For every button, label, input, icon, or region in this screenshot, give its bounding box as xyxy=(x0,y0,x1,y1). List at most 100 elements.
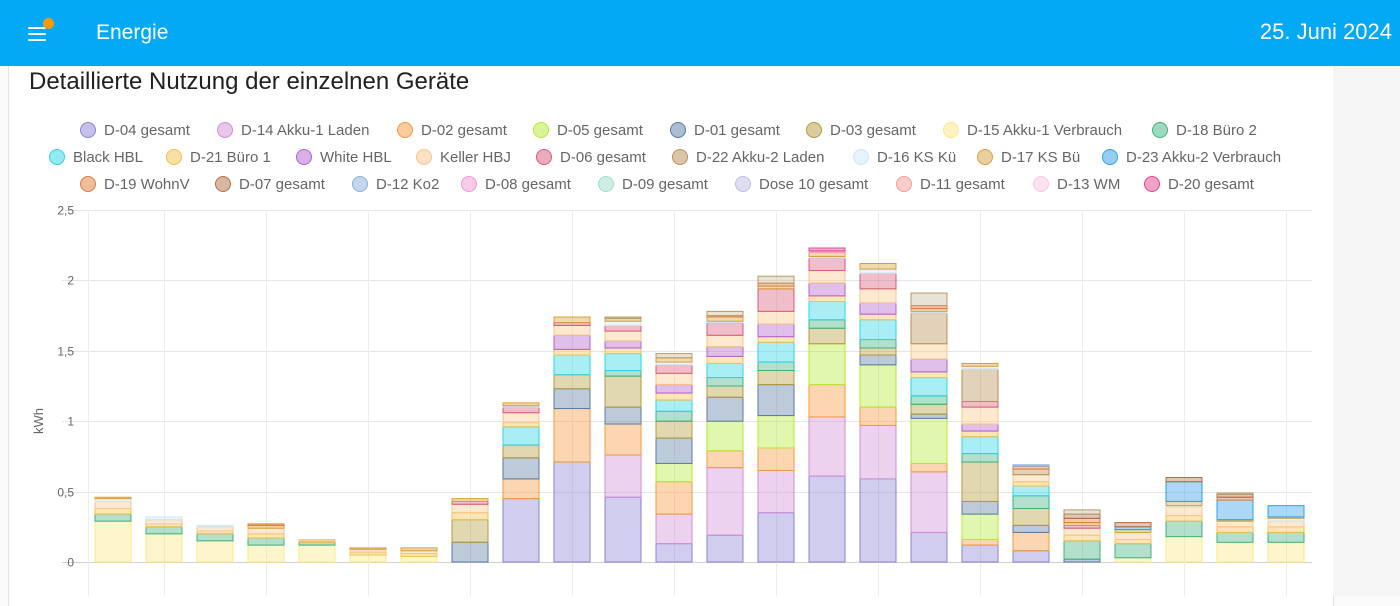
legend-swatch-icon xyxy=(80,176,96,192)
bar-segment xyxy=(553,388,591,410)
bar-segment xyxy=(1012,524,1050,533)
legend-swatch-icon xyxy=(896,176,912,192)
bar-segment xyxy=(757,341,795,363)
bar-segment xyxy=(553,374,591,390)
chart-grid xyxy=(62,210,1312,596)
legend-swatch-icon xyxy=(1102,149,1118,165)
bar-segment xyxy=(553,334,591,350)
chart-bars xyxy=(94,247,1305,563)
bar-segment xyxy=(910,471,948,533)
legend-swatch-icon xyxy=(853,149,869,165)
legend-label: D-15 Akku-1 Verbrauch xyxy=(967,121,1123,139)
bar-segment xyxy=(910,292,948,307)
bar-segment xyxy=(961,406,999,425)
bar-segment xyxy=(655,481,693,515)
bar-segment xyxy=(706,346,744,357)
bar-segment xyxy=(502,422,540,428)
legend-item[interactable]: D-01 gesamt xyxy=(670,120,780,140)
legend-item[interactable]: D-21 Büro 1 xyxy=(166,147,271,167)
bar-segment xyxy=(859,364,897,408)
bar-segment xyxy=(400,555,438,563)
legend-item[interactable]: Dose 10 gesamt xyxy=(735,174,868,194)
legend-item[interactable]: D-08 gesamt xyxy=(461,174,571,194)
legend-label: D-23 Akku-2 Verbrauch xyxy=(1126,148,1282,166)
bar-segment xyxy=(655,392,693,401)
y-tick-label: 1 xyxy=(67,415,74,429)
bar-segment xyxy=(604,347,642,355)
legend-item[interactable]: D-06 gesamt xyxy=(536,147,646,167)
menu-button[interactable] xyxy=(24,18,56,48)
legend-item[interactable]: Keller HBJ xyxy=(416,147,511,167)
legend-item[interactable]: D-12 Ko2 xyxy=(352,174,439,194)
bar-segment xyxy=(502,478,540,500)
bar-segment xyxy=(145,516,183,521)
legend-item[interactable]: D-04 gesamt xyxy=(80,120,190,140)
legend-item[interactable]: D-19 WohnV xyxy=(80,174,190,194)
bar-segment xyxy=(1063,540,1101,560)
legend-swatch-icon xyxy=(49,149,65,165)
bar-segment xyxy=(859,263,897,270)
hamburger-menu-icon-line xyxy=(28,33,46,35)
bar-segment xyxy=(1165,481,1203,502)
legend-item[interactable]: D-02 gesamt xyxy=(397,120,507,140)
legend-item[interactable]: D-23 Akku-2 Verbrauch xyxy=(1102,147,1281,167)
bar-segment xyxy=(1216,499,1254,521)
bar-segment xyxy=(94,500,132,509)
legend-item[interactable]: D-20 gesamt xyxy=(1144,174,1254,194)
app-header: Energie 25. Juni 2024 xyxy=(0,0,1400,66)
legend-item[interactable]: D-17 KS Bü xyxy=(977,147,1080,167)
bar-segment xyxy=(655,513,693,545)
bar-segment xyxy=(604,330,642,342)
legend-label: D-13 WM xyxy=(1057,175,1121,193)
bar-segment xyxy=(757,415,795,449)
legend-item[interactable]: D-09 gesamt xyxy=(598,174,708,194)
bar-segment xyxy=(145,533,183,563)
legend-item[interactable]: D-13 WM xyxy=(1033,174,1120,194)
bar-segment xyxy=(961,362,999,367)
legend-label: D-17 KS Bü xyxy=(1001,148,1081,166)
bar-segment xyxy=(349,547,387,550)
legend-item[interactable]: D-11 gesamt xyxy=(896,174,1005,194)
bar-segment xyxy=(196,526,234,532)
legend-item[interactable]: D-03 gesamt xyxy=(806,120,916,140)
legend-swatch-icon xyxy=(397,122,413,138)
bar-segment xyxy=(247,537,285,546)
bar-segment xyxy=(655,353,693,359)
bar-segment xyxy=(757,275,795,284)
legend-item[interactable]: Black HBL xyxy=(49,147,143,167)
bar-segment xyxy=(1267,520,1305,528)
bar-segment xyxy=(706,316,744,322)
legend-item[interactable]: D-15 Akku-1 Verbrauch xyxy=(943,120,1122,140)
legend-item[interactable]: White HBL xyxy=(296,147,392,167)
bar-segment xyxy=(553,316,591,324)
y-tick-label: 0 xyxy=(67,556,74,570)
bar-segment xyxy=(859,302,897,315)
bar-segment xyxy=(859,319,897,341)
bar-segment xyxy=(757,336,795,343)
bar-segment xyxy=(1012,507,1050,526)
bar-segment xyxy=(757,288,795,312)
legend-swatch-icon xyxy=(533,122,549,138)
legend-label: D-14 Akku-1 Laden xyxy=(241,121,370,139)
bar-segment xyxy=(655,437,693,464)
bar-segment xyxy=(757,323,795,338)
bar-segment xyxy=(1012,485,1050,497)
legend-item[interactable]: D-05 gesamt xyxy=(533,120,643,140)
legend-label: Dose 10 gesamt xyxy=(759,175,869,193)
legend-item[interactable]: D-07 gesamt xyxy=(215,174,325,194)
bar-segment xyxy=(910,371,948,379)
bar-segment xyxy=(961,461,999,502)
bar-segment xyxy=(910,395,948,405)
bar-segment xyxy=(1063,517,1101,524)
bar-segment xyxy=(604,320,642,326)
bar-segment xyxy=(808,257,846,272)
y-tick-label: 2,5 xyxy=(57,204,74,218)
legend-label: D-16 KS Kü xyxy=(877,148,957,166)
bar-segment xyxy=(1012,464,1050,467)
legend-item[interactable]: D-14 Akku-1 Laden xyxy=(217,120,369,140)
legend-item[interactable]: D-22 Akku-2 Laden xyxy=(672,147,824,167)
bar-segment xyxy=(757,370,795,386)
legend-item[interactable]: D-16 KS Kü xyxy=(853,147,956,167)
legend-item[interactable]: D-18 Büro 2 xyxy=(1152,120,1257,140)
bar-segment xyxy=(859,424,897,480)
